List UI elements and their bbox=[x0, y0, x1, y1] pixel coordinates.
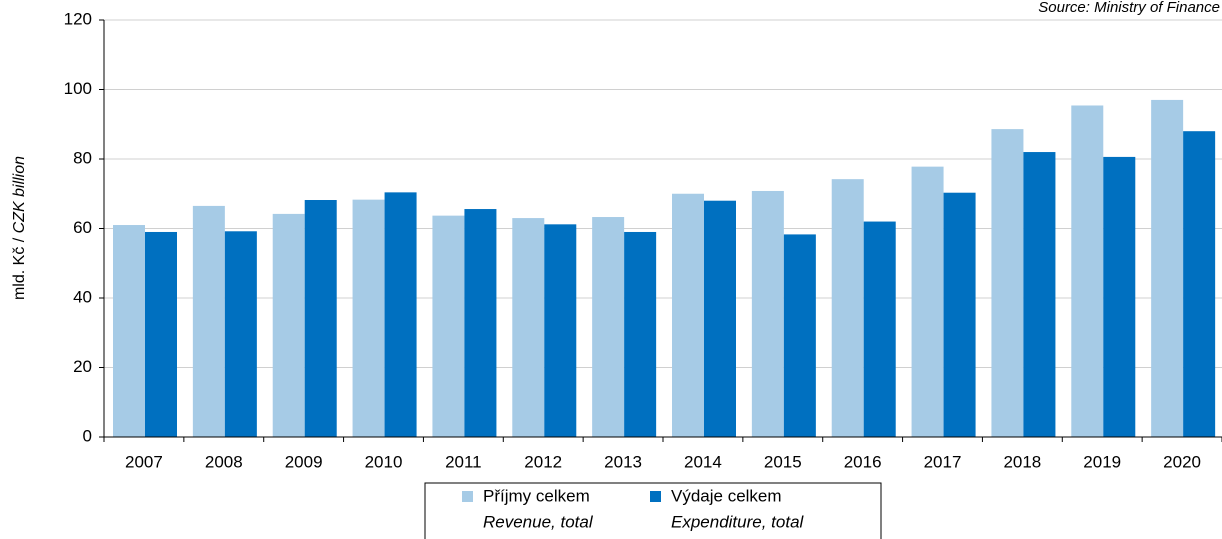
x-tick-label: 2015 bbox=[764, 452, 802, 471]
bar bbox=[512, 218, 545, 437]
x-tick-label: 2019 bbox=[1083, 452, 1121, 471]
x-tick-label: 2008 bbox=[205, 452, 243, 471]
legend-label: Výdaje celkem bbox=[671, 486, 782, 505]
bar bbox=[145, 231, 177, 437]
y-tick-label: 0 bbox=[83, 426, 92, 445]
bar bbox=[352, 199, 385, 437]
x-tick-label: 2013 bbox=[604, 452, 642, 471]
bar bbox=[1183, 131, 1216, 437]
y-tick-label: 100 bbox=[64, 79, 92, 98]
bar bbox=[113, 225, 145, 437]
bar bbox=[751, 190, 784, 437]
bar bbox=[384, 192, 417, 437]
bar bbox=[272, 213, 305, 437]
x-tick-label: 2020 bbox=[1163, 452, 1201, 471]
x-tick-label: 2012 bbox=[524, 452, 562, 471]
legend-label-en: Expenditure, total bbox=[671, 512, 805, 531]
bar bbox=[544, 224, 577, 437]
bar bbox=[831, 179, 864, 437]
bar bbox=[432, 215, 465, 437]
bar bbox=[464, 209, 497, 437]
x-tick-label: 2018 bbox=[1003, 452, 1041, 471]
y-tick-label: 60 bbox=[73, 218, 92, 237]
bar bbox=[943, 192, 976, 437]
bar bbox=[624, 231, 657, 437]
legend-swatch bbox=[650, 491, 661, 502]
y-label-en: CZK billion bbox=[11, 156, 28, 233]
bar bbox=[704, 200, 736, 437]
bar bbox=[1023, 152, 1056, 438]
bar bbox=[672, 193, 704, 437]
bar bbox=[1103, 156, 1136, 438]
bar bbox=[592, 217, 625, 437]
x-tick-label: 2009 bbox=[285, 452, 323, 471]
bar bbox=[1151, 99, 1184, 438]
x-tick-label: 2017 bbox=[924, 452, 962, 471]
y-tick-label: 80 bbox=[73, 148, 92, 167]
bar bbox=[991, 129, 1024, 438]
legend-swatch bbox=[462, 491, 473, 502]
legend-label: Příjmy celkem bbox=[483, 486, 590, 505]
bar bbox=[1071, 105, 1104, 438]
y-axis-label: mld. Kč / CZK billion bbox=[11, 156, 28, 300]
y-tick-label: 20 bbox=[73, 357, 92, 376]
y-tick-label: 120 bbox=[64, 9, 92, 28]
legend-label-en: Revenue, total bbox=[483, 512, 594, 531]
bar bbox=[911, 166, 944, 437]
bar bbox=[304, 200, 337, 437]
y-label-cz: mld. Kč / bbox=[11, 233, 28, 300]
x-tick-label: 2014 bbox=[684, 452, 722, 471]
x-tick-label: 2016 bbox=[844, 452, 882, 471]
bar bbox=[224, 231, 257, 437]
x-tick-label: 2007 bbox=[125, 452, 163, 471]
source: Source: Ministry of Finance bbox=[1038, 0, 1220, 16]
bar bbox=[863, 221, 896, 437]
y-tick-label: 40 bbox=[73, 287, 92, 306]
bar bbox=[783, 234, 816, 437]
x-tick-label: 2010 bbox=[365, 452, 403, 471]
x-tick-label: 2011 bbox=[445, 452, 482, 471]
bar bbox=[192, 205, 225, 437]
